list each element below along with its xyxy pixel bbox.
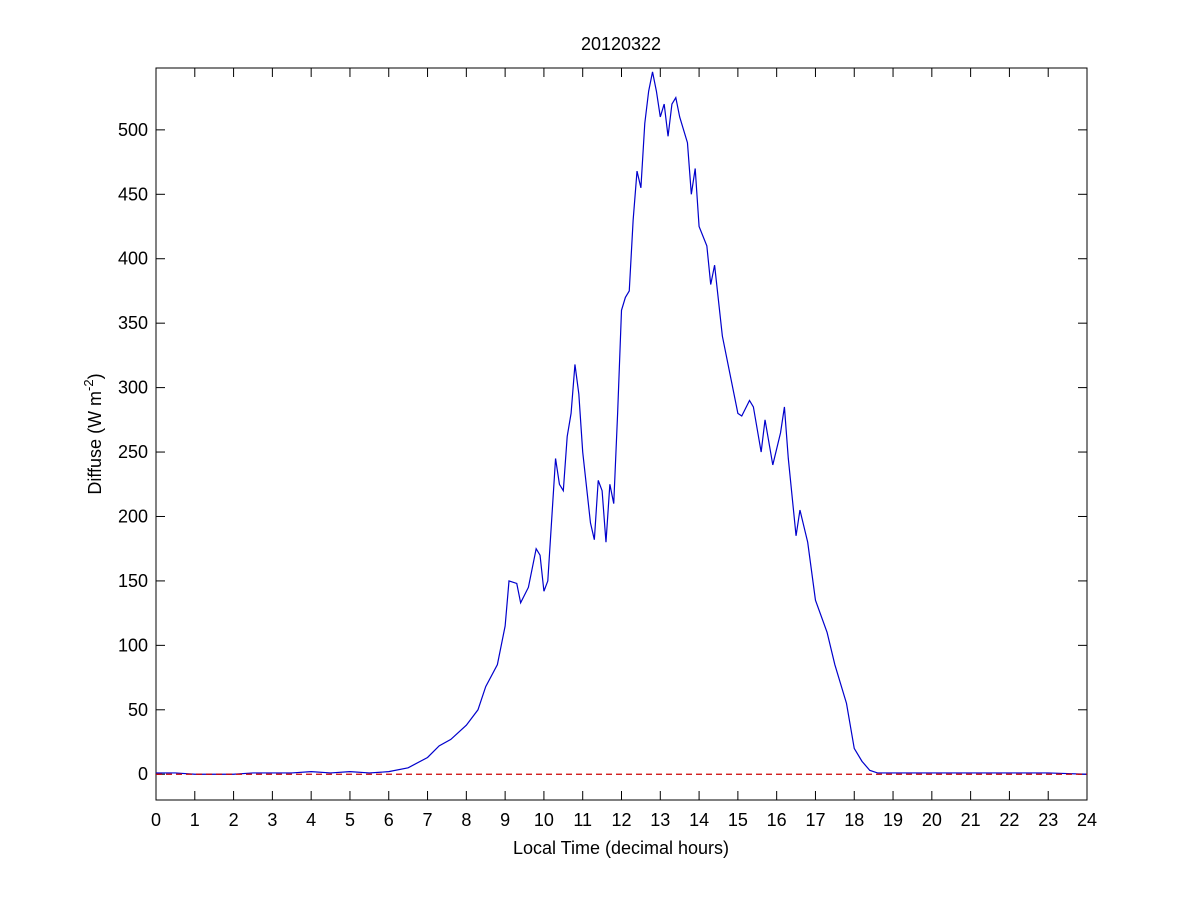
x-tick-label: 7	[423, 810, 433, 830]
x-tick-label: 3	[267, 810, 277, 830]
x-tick-label: 17	[805, 810, 825, 830]
x-tick-label: 12	[611, 810, 631, 830]
x-tick-label: 19	[883, 810, 903, 830]
x-tick-label: 4	[306, 810, 316, 830]
x-tick-label: 2	[229, 810, 239, 830]
x-tick-label: 23	[1038, 810, 1058, 830]
x-tick-label: 1	[190, 810, 200, 830]
x-tick-label: 11	[573, 810, 592, 830]
y-tick-label: 50	[128, 700, 148, 720]
x-tick-label: 5	[345, 810, 355, 830]
x-tick-label: 21	[961, 810, 981, 830]
x-tick-label: 6	[384, 810, 394, 830]
x-tick-label: 14	[689, 810, 709, 830]
x-tick-label: 20	[922, 810, 942, 830]
data-line	[156, 71, 1088, 775]
y-tick-label: 350	[118, 313, 148, 333]
x-tick-label: 13	[650, 810, 670, 830]
y-tick-label: 150	[118, 571, 148, 591]
x-tick-label: 18	[844, 810, 864, 830]
x-tick-label: 22	[999, 810, 1019, 830]
y-tick-label: 200	[118, 506, 148, 526]
x-tick-label: 0	[151, 810, 161, 830]
x-tick-label: 9	[500, 810, 510, 830]
y-tick-label: 0	[138, 764, 148, 784]
x-tick-label: 15	[728, 810, 748, 830]
plot-frame	[155, 67, 1088, 801]
x-tick-label: 24	[1077, 810, 1097, 830]
x-tick-label: 16	[767, 810, 787, 830]
y-tick-label: 450	[118, 184, 148, 204]
x-tick-label: 8	[461, 810, 471, 830]
y-tick-label: 300	[118, 378, 148, 398]
x-tick-label: 10	[534, 810, 554, 830]
y-tick-label: 400	[118, 249, 148, 269]
x-axis-label: Local Time (decimal hours)	[513, 838, 729, 858]
y-tick-label: 500	[118, 120, 148, 140]
y-tick-label: 250	[118, 442, 148, 462]
chart-title: 20120322	[581, 34, 661, 54]
y-tick-label: 100	[118, 635, 148, 655]
y-label-sup: -2	[81, 379, 96, 391]
y-axis-label: Diffuse (W m-2)	[81, 373, 105, 494]
y-label-text: Diffuse (W m	[85, 391, 105, 495]
y-label-suffix: )	[85, 373, 105, 379]
